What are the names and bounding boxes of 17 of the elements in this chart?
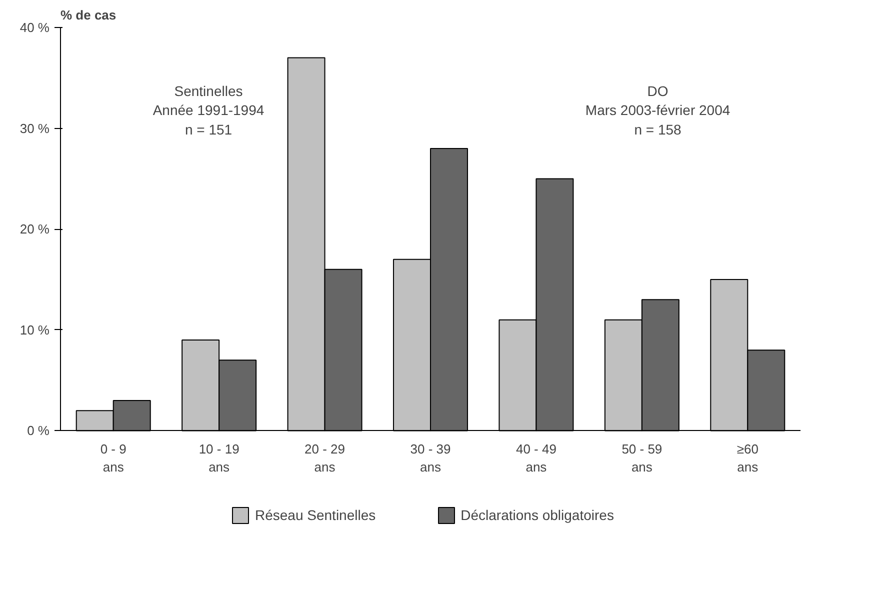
y-tick-label: 40 % (20, 20, 50, 35)
x-tick-label: 50 - 59 ans (622, 442, 662, 475)
y-axis-title: % de cas (60, 8, 116, 22)
y-tick-label: 30 % (20, 120, 50, 136)
x-tick-label: 0 - 9 ans (100, 442, 126, 475)
y-tick-label: 20 % (20, 222, 50, 237)
x-tick-label: 20 - 29 ans (304, 442, 346, 475)
x-tick-label: 10 - 19 ans (198, 442, 240, 475)
y-tick-label: 0 % (27, 423, 50, 438)
annotation: Sentinelles Année 1991-1994 n = 151 (152, 82, 264, 138)
x-tick-label: 30 - 39 ans (410, 442, 451, 475)
annotation: DO Mars 2003-février 2004 n = 158 (585, 82, 730, 138)
x-tick-label: ≥60 ans (736, 442, 759, 475)
legend-label: Déclarations obligatoires (460, 507, 614, 523)
y-tick-label: 10 % (20, 322, 50, 338)
legend-label: Réseau Sentinelles (255, 507, 376, 523)
x-tick-label: 40 - 49 ans (516, 442, 556, 475)
